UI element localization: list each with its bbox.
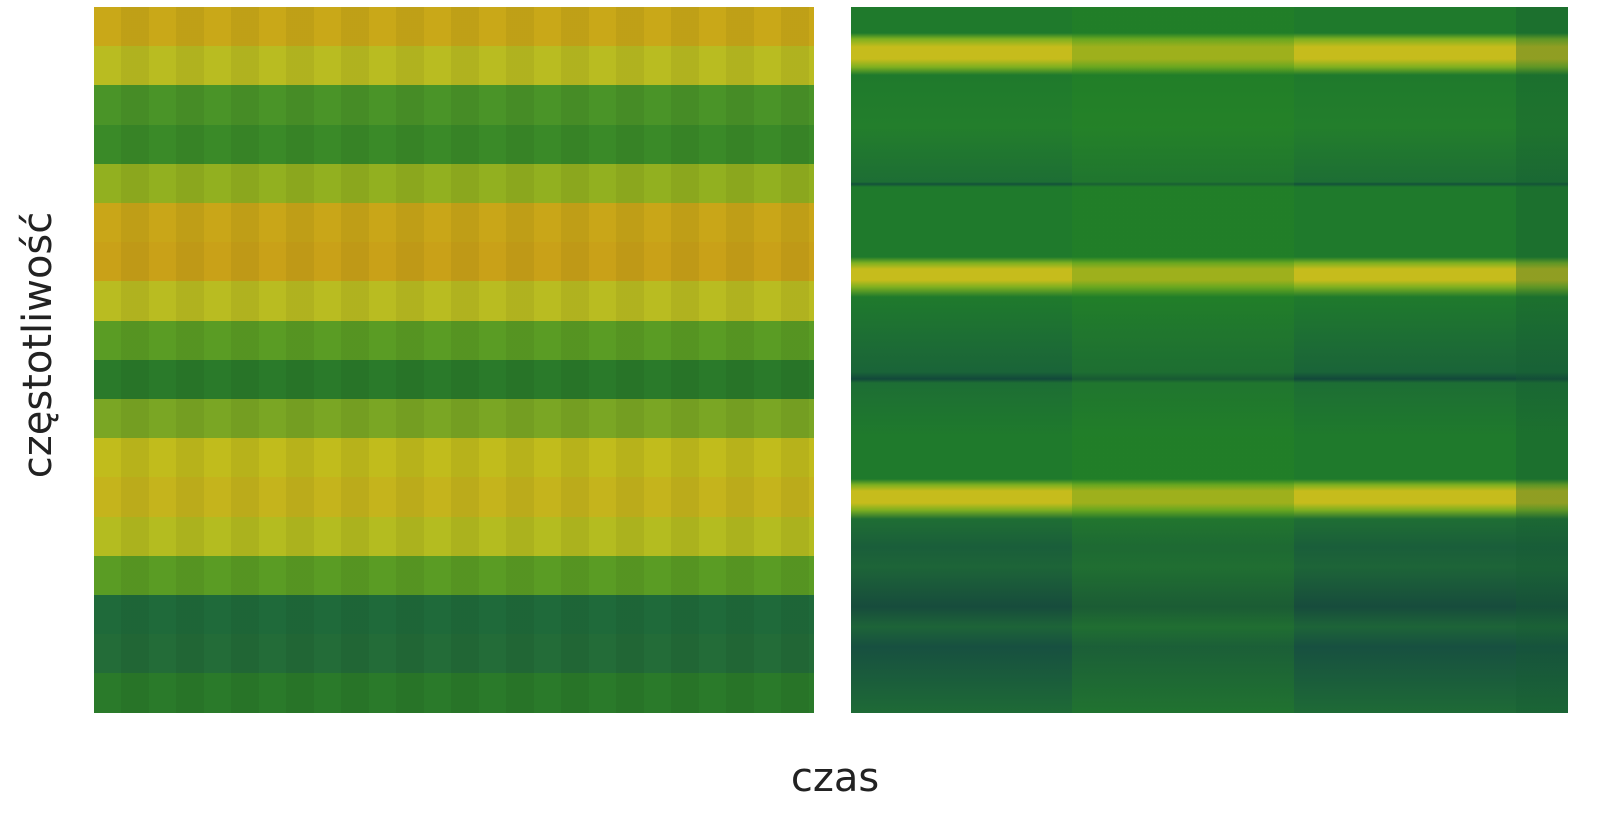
spectrogram-right [851,7,1568,713]
page: częstotliwość czas (() => { const data =… [0,0,1614,819]
spectrogram-left [94,7,814,713]
y-axis-label: częstotliwość [15,212,61,479]
x-axis-label: czas [791,755,879,801]
